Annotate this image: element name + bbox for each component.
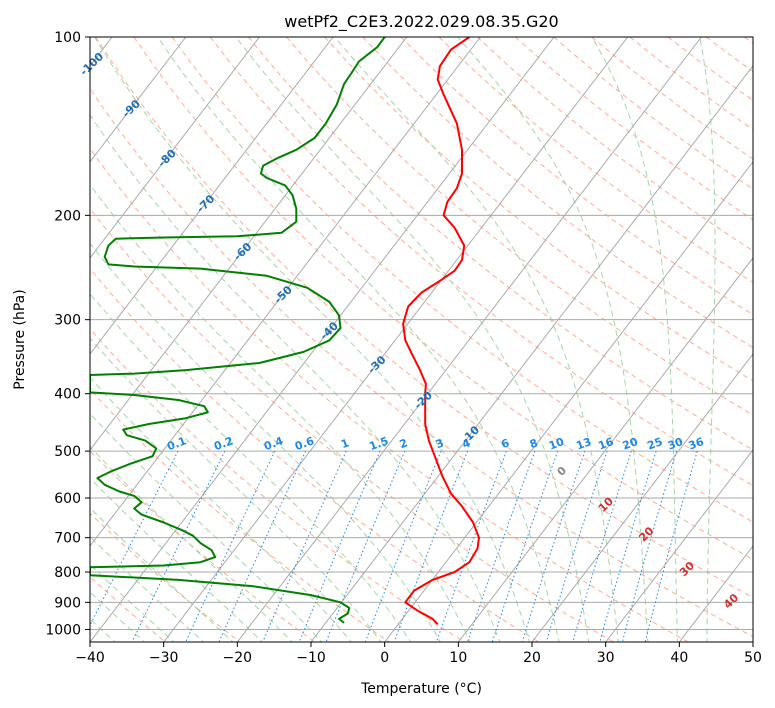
isotherm-line — [310, 64, 753, 642]
mixing-ratio-label: 1.5 — [367, 434, 390, 453]
mixing-ratio-line — [90, 450, 179, 627]
isotherm-line — [163, 37, 629, 642]
mixing-ratio-label: 10 — [547, 435, 566, 453]
y-tick-label: 600 — [54, 491, 81, 507]
x-tick-label: −20 — [223, 650, 253, 666]
dry-adiabat-line — [95, 37, 753, 599]
mixing-ratio-label: 13 — [574, 435, 593, 452]
mixing-ratio-label: 25 — [645, 435, 664, 452]
y-tick-label: 200 — [54, 208, 81, 224]
temperature-profile-line — [402, 37, 480, 625]
x-tick-label: −30 — [149, 650, 179, 666]
mixing-ratio-label: 2 — [398, 436, 410, 451]
mixing-ratio-line — [599, 450, 657, 642]
dry-adiabat-line — [90, 328, 466, 642]
mixing-ratio-line — [131, 450, 226, 642]
y-tick-label: 400 — [54, 387, 81, 403]
isotherm-line — [531, 353, 753, 642]
dry-adiabat-line — [362, 37, 753, 349]
moist-adiabat-line — [90, 183, 471, 642]
x-tick-label: −10 — [296, 650, 326, 666]
y-tick-label: 1000 — [45, 622, 81, 638]
moist-adiabat-line — [90, 242, 441, 642]
moist-adiabat-line — [90, 446, 293, 642]
isotherm-line — [90, 37, 481, 547]
mixing-ratio-line — [545, 450, 608, 642]
y-tick-label: 800 — [54, 565, 81, 581]
mixing-ratio-label: 30 — [666, 435, 685, 453]
mixing-ratio-line — [298, 450, 381, 642]
y-tick-label: 700 — [54, 531, 81, 547]
mixing-ratio-line — [621, 450, 678, 642]
isotherm-line — [605, 449, 753, 642]
y-tick-label: 900 — [54, 595, 81, 611]
dry-adiabat-line — [324, 37, 753, 382]
mixing-ratio-line — [185, 450, 276, 642]
y-tick-label: 500 — [54, 444, 81, 460]
isotherm-line — [90, 37, 555, 642]
x-tick-label: 10 — [449, 650, 467, 666]
mixing-ratio-label: 20 — [621, 435, 640, 453]
mixing-ratio-line — [491, 450, 559, 642]
isotherm-line — [384, 161, 753, 642]
dewpoint-profile-line — [90, 37, 386, 624]
x-tick-label: 40 — [670, 650, 688, 666]
x-tick-label: 0 — [380, 650, 389, 666]
dry-adiabat-line — [400, 37, 753, 316]
isotherm-line — [236, 37, 702, 642]
isotherm-line — [90, 37, 408, 451]
mixing-ratio-line — [521, 450, 586, 642]
isotherm-line — [90, 37, 260, 259]
mixing-ratio-line — [435, 450, 507, 642]
mixing-ratio-line — [262, 450, 347, 642]
mixing-ratio-label: 4 — [461, 436, 473, 451]
mixing-ratio-line — [466, 450, 536, 642]
isotherm-line — [457, 257, 753, 642]
mixing-ratio-label: 0.1 — [165, 434, 188, 453]
y-tick-label: 300 — [54, 313, 81, 329]
x-tick-label: −40 — [75, 650, 105, 666]
mixing-ratio-label: 16 — [597, 435, 616, 453]
mixing-ratio-label: 36 — [687, 435, 706, 453]
y-axis-label: Pressure (hPa) — [12, 289, 28, 389]
moist-adiabat-line — [90, 412, 323, 642]
mixing-ratio-label: 0.2 — [212, 434, 235, 453]
dry-adiabat-line — [90, 147, 690, 642]
mixing-ratio-label: 1 — [339, 436, 351, 451]
isotherm-line — [90, 37, 187, 163]
x-tick-label: 30 — [597, 650, 615, 666]
dry-adiabat-line — [133, 37, 753, 560]
dry-adiabat-line — [90, 388, 391, 642]
dry-adiabat-line — [171, 37, 753, 523]
mixing-ratio-label: 6 — [499, 436, 511, 451]
mixing-ratio-label: 0.4 — [262, 434, 285, 453]
x-axis-label: Temperature (°C) — [360, 681, 482, 697]
mixing-ratio-label: 3 — [434, 436, 446, 451]
plot-frame — [89, 36, 754, 643]
dry-adiabat-line — [247, 37, 753, 451]
y-tick-label: 100 — [54, 30, 81, 46]
x-tick-label: 50 — [744, 650, 762, 666]
mixing-ratio-label: 8 — [528, 436, 540, 451]
mixing-ratio-label: 0.6 — [293, 434, 316, 453]
mixing-ratio-line — [218, 450, 307, 642]
chart-title: wetPf2_C2E3.2022.029.08.35.G20 — [284, 12, 558, 32]
dry-adiabat-line — [286, 37, 753, 416]
x-tick-label: 20 — [523, 650, 541, 666]
isotherm-line — [90, 37, 334, 355]
